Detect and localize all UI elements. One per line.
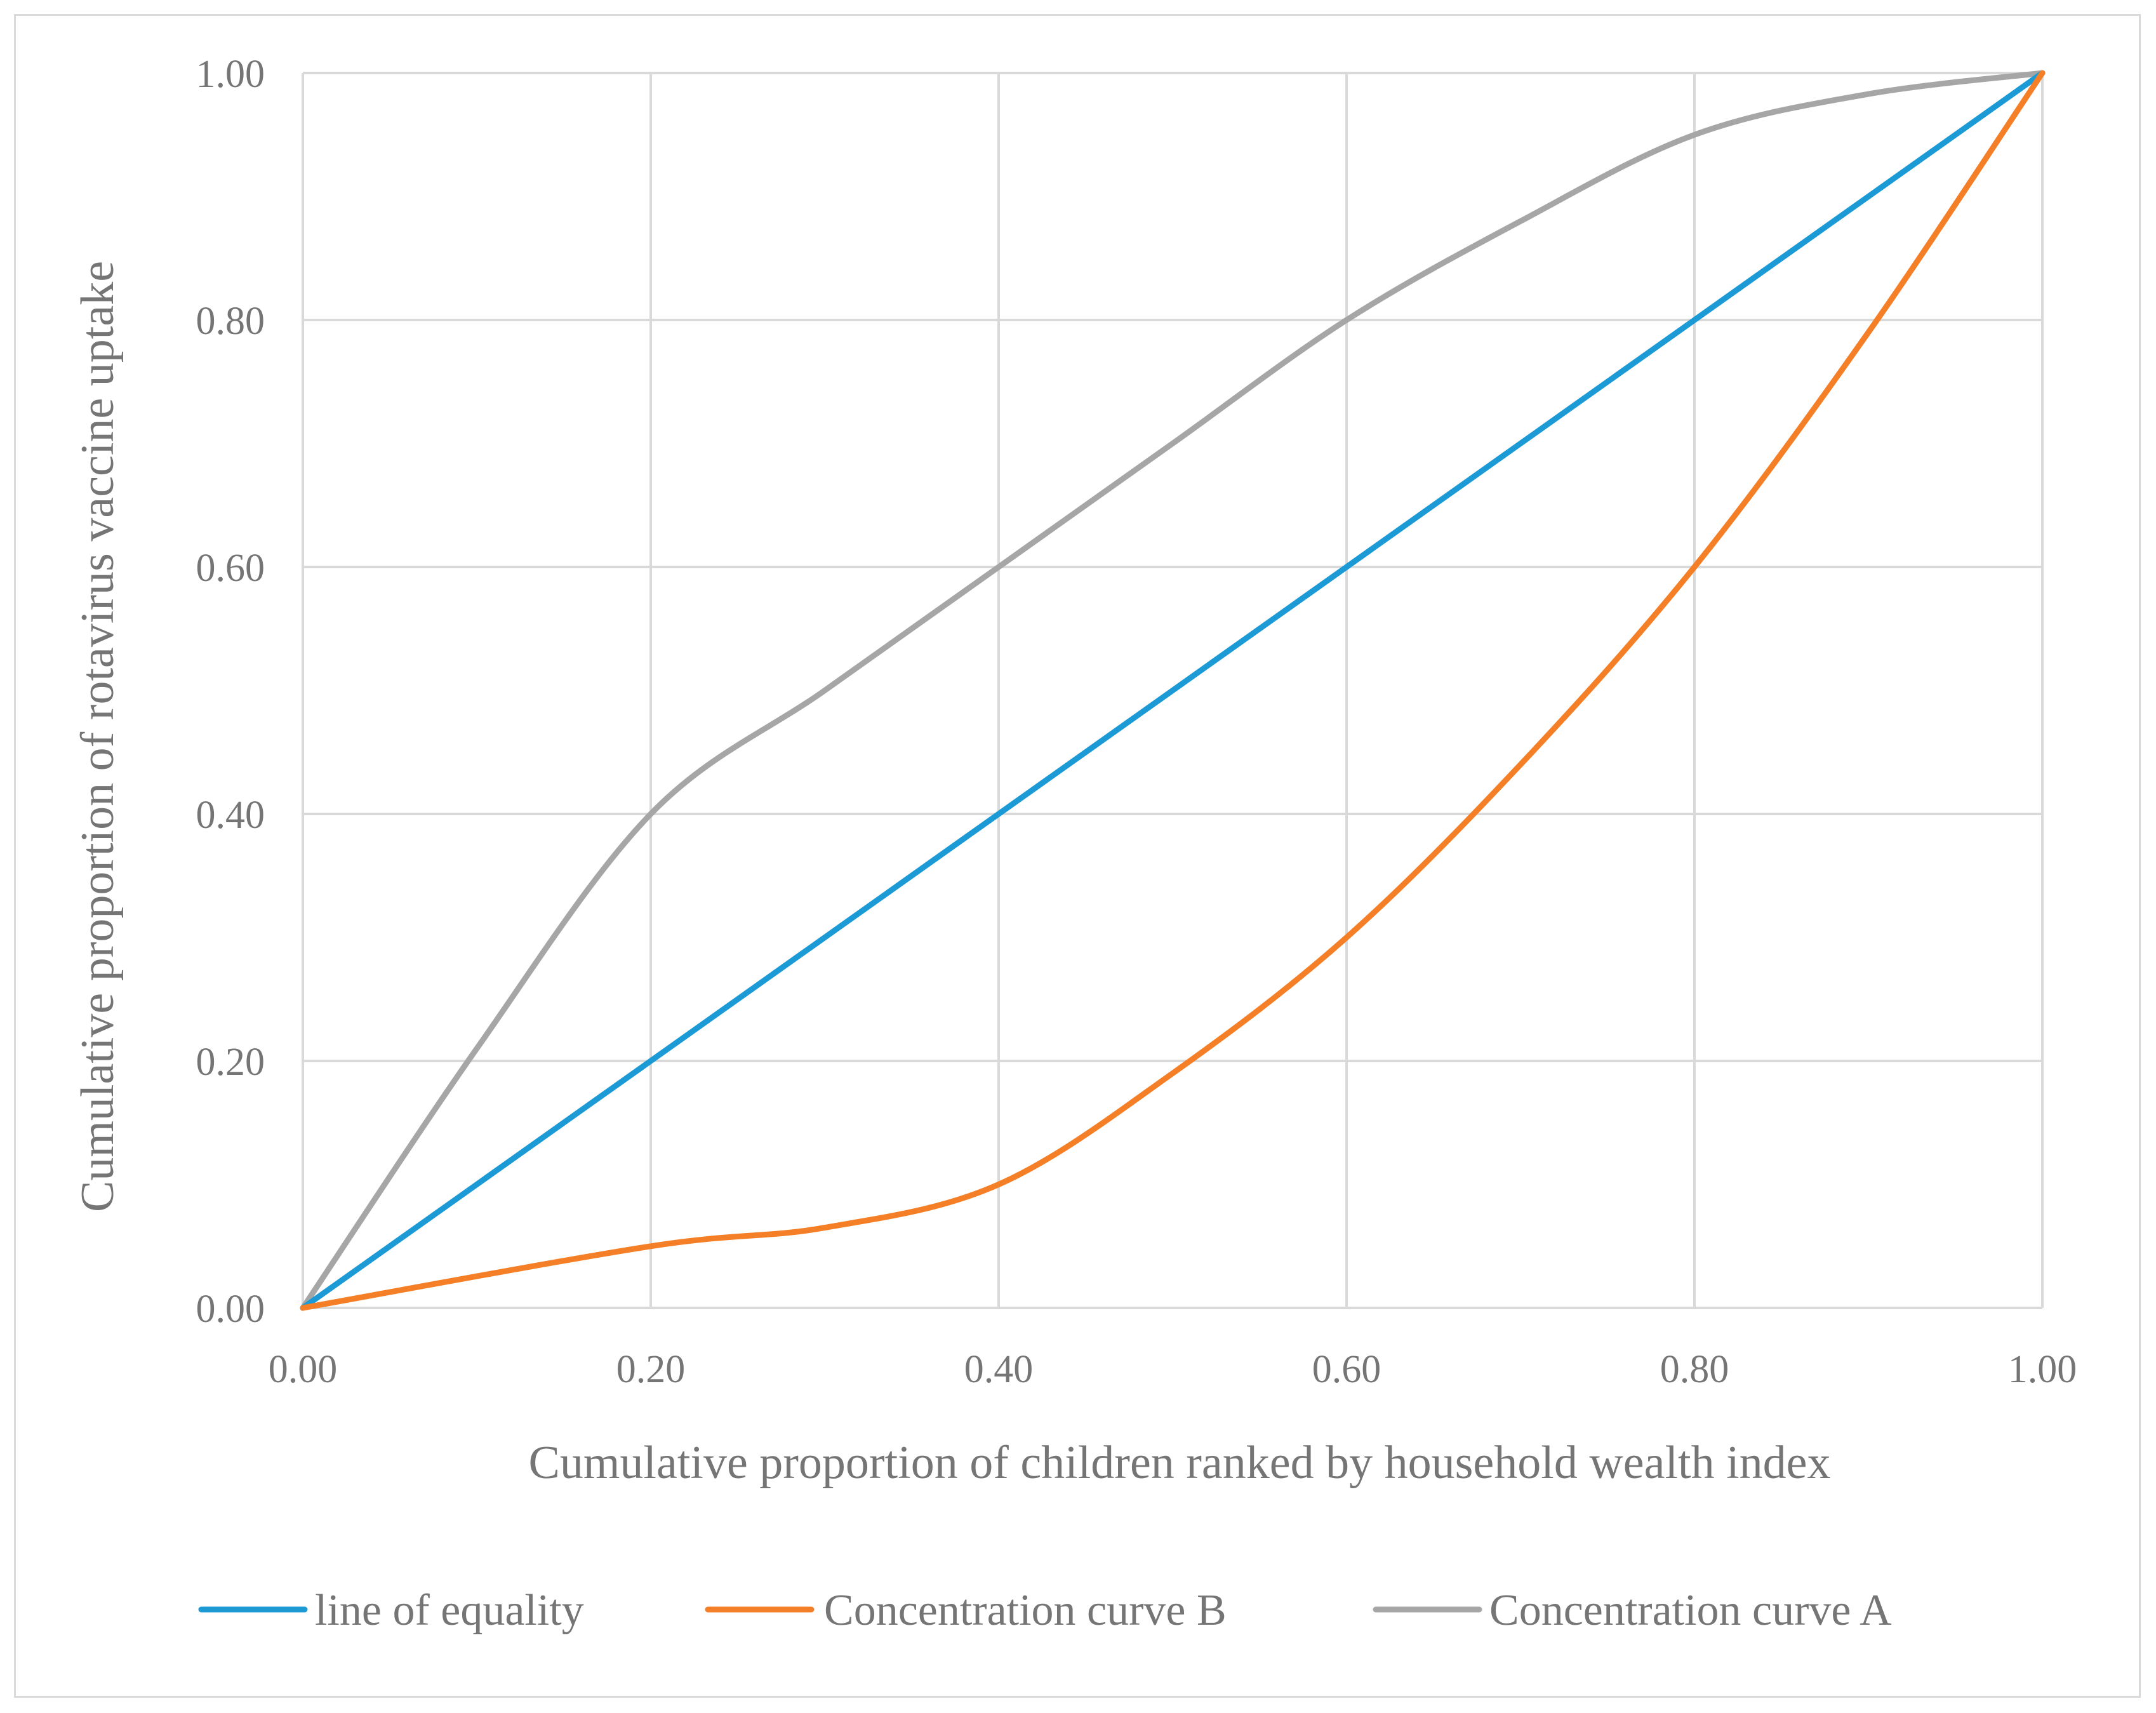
legend: line of equality Concentration curve B Con… — [198, 1586, 1892, 1635]
legend-label-concentration-curve-b: Concentration curve B — [824, 1586, 1227, 1635]
x-tick-label: 1.00 — [2008, 1348, 2077, 1391]
chart-frame — [14, 14, 2141, 1698]
tick-labels: 0.00 0.20 0.40 0.60 0.80 1.00 0.00 0.20 0.40 0.60… — [196, 53, 2077, 1391]
x-tick-label: 0.80 — [1660, 1348, 1729, 1391]
x-tick-label: 0.60 — [1312, 1348, 1381, 1391]
y-tick-label: 0.80 — [196, 300, 265, 343]
y-tick-label: 0.60 — [196, 547, 265, 590]
y-tick-label: 0.40 — [196, 794, 265, 837]
series-line-line-of-equality — [300, 70, 2046, 1311]
y-tick-label: 0.00 — [196, 1288, 265, 1331]
gridlines — [302, 72, 2044, 1309]
x-tick-label: 0.00 — [269, 1348, 338, 1391]
series-line-concentration-curve-a — [300, 70, 2046, 1311]
x-tick-label: 0.40 — [964, 1348, 1034, 1391]
y-tick-label: 0.20 — [196, 1041, 265, 1084]
legend-label-line-of-equality: line of equality — [315, 1586, 584, 1635]
series-line-concentration-curve-b — [300, 70, 2046, 1311]
legend-label-concentration-curve-a: Concentration curve A — [1489, 1586, 1892, 1635]
y-axis-title: Cumulative proportion of rotavirus vacci… — [72, 261, 124, 1212]
x-tick-label: 0.20 — [616, 1348, 686, 1391]
series-lines — [300, 70, 2046, 1311]
x-axis-title: Cumulative proportion of children ranked… — [529, 1437, 1831, 1489]
y-tick-label: 1.00 — [196, 53, 265, 96]
